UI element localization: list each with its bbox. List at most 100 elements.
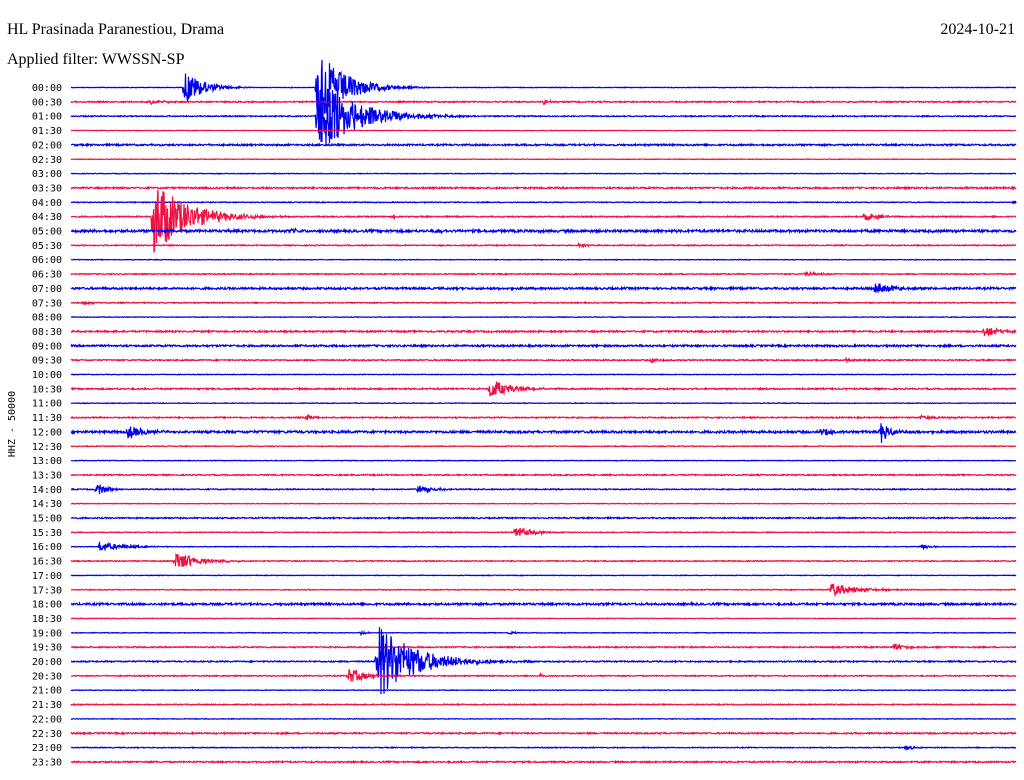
trace-row-1600 (71, 541, 1017, 552)
trace-row-1130 (70, 413, 1017, 422)
row-time-label: 03:00 (32, 169, 62, 180)
row-time-label: 02:30 (32, 155, 62, 166)
trace-row-1630 (70, 552, 1017, 568)
row-time-label: 03:30 (32, 183, 62, 194)
trace-row-2100 (70, 688, 1017, 692)
row-time-label: 18:30 (32, 614, 62, 625)
row-time-label: 09:00 (32, 341, 62, 352)
trace-row-0100 (70, 77, 1016, 145)
trace-row-2230 (70, 730, 1017, 736)
trace-row-1230 (70, 444, 1017, 448)
trace-row-0330 (70, 185, 1017, 191)
row-time-label: 02:00 (32, 140, 62, 151)
row-time-label: 14:00 (32, 485, 62, 496)
trace-row-1300 (70, 459, 1016, 462)
trace-row-1800 (70, 600, 1017, 608)
row-time-label: 16:00 (32, 542, 62, 553)
trace-row-0630 (70, 270, 1017, 277)
row-time-label: 05:30 (32, 241, 62, 252)
row-time-label: 18:00 (32, 600, 62, 611)
row-time-label: 15:30 (32, 528, 62, 539)
trace-row-1200 (70, 423, 1017, 443)
trace-row-2000 (70, 627, 1017, 695)
row-time-label: 01:30 (32, 126, 62, 137)
trace-row-1400 (70, 484, 1017, 495)
trace-row-0400 (70, 200, 1017, 205)
trace-row-2030 (70, 668, 1017, 682)
row-time-label: 11:00 (32, 399, 62, 410)
trace-row-1000 (70, 373, 1017, 376)
trace-row-1900 (70, 629, 1017, 637)
row-time-label: 17:00 (32, 571, 62, 582)
trace-row-2130 (70, 702, 1017, 707)
row-time-label: 22:30 (32, 729, 62, 740)
row-time-label: 22:00 (32, 714, 62, 725)
trace-row-0830 (70, 326, 1017, 338)
row-time-label: 12:00 (32, 427, 62, 438)
row-time-label: 00:30 (32, 97, 62, 108)
y-axis-label: HHZ - 50000 (7, 391, 18, 457)
trace-row-1500 (70, 515, 1017, 521)
date-label: 2024-10-21 (940, 21, 1015, 38)
row-time-label: 08:00 (32, 313, 62, 324)
row-time-label: 06:00 (32, 255, 62, 266)
trace-row-0230 (71, 158, 1017, 161)
trace-row-0600 (70, 258, 1016, 261)
row-time-label: 07:00 (32, 284, 62, 295)
trace-row-0900 (70, 342, 1017, 349)
row-time-label: 09:30 (32, 356, 62, 367)
row-time-label: 14:30 (32, 499, 62, 510)
trace-row-0030 (70, 98, 1017, 106)
row-time-label: 07:30 (32, 298, 62, 309)
row-time-label: 17:30 (32, 585, 62, 596)
row-time-label: 01:00 (32, 112, 62, 123)
row-time-label: 19:30 (32, 643, 62, 654)
trace-row-1430 (70, 502, 1017, 505)
trace-row-1530 (70, 527, 1017, 537)
trace-row-0430 (70, 190, 1017, 253)
row-time-label: 06:30 (32, 270, 62, 281)
trace-row-1930 (70, 643, 1017, 651)
row-time-label: 21:00 (32, 686, 62, 697)
row-time-label: 16:30 (32, 557, 62, 568)
row-time-label: 20:30 (32, 671, 62, 682)
trace-row-0200 (71, 142, 1017, 148)
row-time-label: 10:00 (32, 370, 62, 381)
row-time-label: 04:30 (32, 212, 62, 223)
tick-label-group: 00:00 00:30 01:00 01:30 02:00 02:30 03:00 03:30… (32, 83, 62, 768)
trace-row-0800 (70, 315, 1017, 319)
trace-row-1030 (70, 381, 1017, 397)
row-time-label: 04:00 (32, 198, 62, 209)
trace-row-1700 (70, 574, 1017, 577)
row-time-label: 10:30 (32, 384, 62, 395)
trace-row-0500 (70, 227, 1017, 235)
row-time-label: 23:30 (32, 757, 62, 768)
row-time-label: 00:00 (32, 83, 62, 94)
trace-group (70, 59, 1017, 765)
trace-row-2200 (70, 717, 1017, 721)
trace-row-2300 (70, 744, 1017, 752)
trace-row-0000 (70, 59, 1017, 119)
row-time-label: 11:30 (32, 413, 62, 424)
trace-row-1830 (70, 617, 1017, 620)
row-time-label: 13:30 (32, 470, 62, 481)
row-time-label: 20:00 (32, 657, 62, 668)
trace-row-1330 (70, 472, 1017, 477)
trace-row-0130 (70, 129, 1017, 132)
trace-row-1100 (70, 401, 1017, 405)
row-time-label: 13:00 (32, 456, 62, 467)
trace-row-0300 (70, 172, 1017, 175)
filter-label: Applied filter: WWSSN-SP (7, 51, 185, 68)
row-time-label: 23:00 (32, 743, 62, 754)
trace-row-0530 (70, 242, 1017, 250)
row-time-label: 19:00 (32, 628, 62, 639)
trace-row-2330 (70, 759, 1017, 765)
trace-row-0930 (70, 356, 1016, 364)
trace-row-1730 (71, 583, 1017, 597)
station-title: HL Prasinada Paranestiou, Drama (7, 21, 225, 38)
row-time-label: 12:30 (32, 442, 62, 453)
row-time-label: 15:00 (32, 514, 62, 525)
row-time-label: 21:30 (32, 700, 62, 711)
trace-row-0730 (70, 300, 1017, 306)
